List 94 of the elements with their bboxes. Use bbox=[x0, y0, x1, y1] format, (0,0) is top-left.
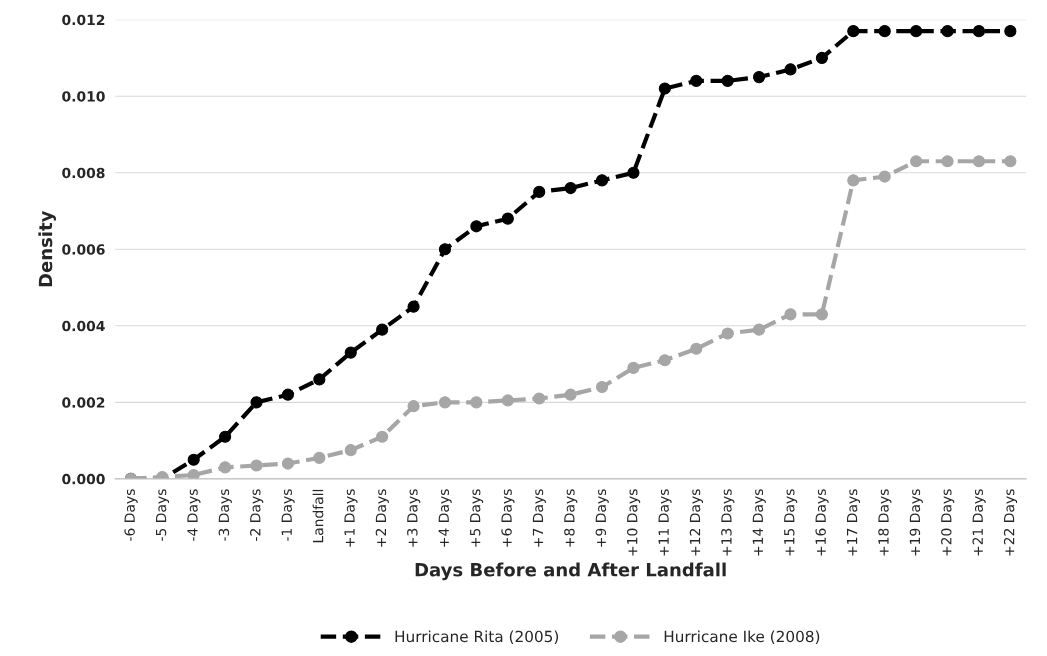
point bbox=[690, 74, 703, 87]
x-tick-label: +2 Days bbox=[375, 489, 389, 547]
x-tick-label: +6 Days bbox=[501, 489, 515, 547]
point bbox=[658, 82, 671, 95]
point bbox=[470, 220, 483, 233]
point bbox=[281, 457, 294, 470]
x-tick-label: +17 Days bbox=[847, 489, 861, 556]
x-tick-label: -1 Days bbox=[281, 489, 295, 541]
x-tick-label: +19 Days bbox=[909, 489, 923, 556]
point bbox=[910, 155, 923, 168]
point bbox=[250, 459, 263, 472]
point bbox=[564, 388, 577, 401]
point bbox=[313, 373, 326, 386]
point bbox=[344, 346, 357, 359]
point bbox=[753, 71, 766, 84]
point bbox=[344, 444, 357, 457]
x-tick-label: -5 Days bbox=[155, 489, 170, 541]
point bbox=[564, 181, 577, 195]
point bbox=[407, 400, 420, 413]
x-tick-label: Landfall bbox=[312, 489, 324, 543]
point bbox=[313, 451, 326, 464]
x-tick-label: +4 Days bbox=[438, 489, 452, 547]
point bbox=[438, 396, 452, 409]
x-tick-label: +11 Days bbox=[658, 489, 672, 556]
y-tick-label: 0.004 bbox=[62, 320, 105, 332]
y-tick-label: 0.000 bbox=[62, 473, 105, 485]
point bbox=[910, 25, 923, 38]
x-tick-label: +16 Days bbox=[815, 489, 829, 556]
point bbox=[407, 300, 420, 313]
point bbox=[847, 174, 860, 187]
point bbox=[658, 354, 671, 367]
point bbox=[784, 308, 797, 321]
point bbox=[690, 342, 703, 355]
x-tick-label: -6 Days bbox=[124, 489, 138, 541]
y-tick-label: 0.012 bbox=[62, 14, 105, 26]
point bbox=[878, 170, 891, 183]
x-tick-label: +3 Days bbox=[407, 489, 421, 547]
x-tick-label: +5 Days bbox=[470, 489, 484, 547]
point bbox=[187, 468, 200, 479]
x-tick-label: +15 Days bbox=[784, 489, 798, 556]
point bbox=[533, 392, 546, 405]
x-tick-label: +7 Days bbox=[532, 489, 546, 547]
point bbox=[501, 394, 514, 407]
point bbox=[250, 396, 263, 409]
point bbox=[815, 308, 828, 321]
point bbox=[1004, 25, 1017, 38]
point bbox=[533, 185, 546, 198]
point bbox=[972, 25, 986, 38]
point bbox=[878, 25, 891, 38]
x-tick-label: +10 Days bbox=[626, 489, 641, 556]
y-tick-label: 0.006 bbox=[62, 244, 105, 255]
x-tick-label: +8 Days bbox=[564, 489, 578, 547]
x-tick-label: +12 Days bbox=[689, 489, 703, 556]
y-tick-label: 0.010 bbox=[62, 91, 105, 102]
x-tick-label: +21 Days bbox=[972, 489, 986, 556]
point bbox=[753, 323, 766, 336]
point bbox=[470, 396, 483, 409]
point bbox=[595, 380, 609, 394]
x-tick-label: +20 Days bbox=[941, 489, 955, 556]
point bbox=[219, 461, 232, 474]
point bbox=[376, 430, 389, 443]
point bbox=[972, 155, 986, 168]
x-tick-label: -3 Days bbox=[218, 489, 232, 541]
point bbox=[281, 388, 294, 401]
point bbox=[941, 155, 954, 168]
point bbox=[627, 361, 640, 374]
y-tick-label: 0.008 bbox=[62, 167, 105, 179]
point bbox=[1004, 155, 1017, 168]
x-tick-label: +14 Days bbox=[752, 489, 766, 556]
x-tick-label: +9 Days bbox=[595, 489, 609, 547]
x-tick-label: -4 Days bbox=[187, 489, 201, 541]
point bbox=[815, 51, 828, 65]
point bbox=[595, 174, 609, 187]
point bbox=[187, 453, 200, 466]
point bbox=[376, 323, 389, 336]
x-tick-label: +1 Days bbox=[344, 489, 358, 547]
point bbox=[219, 430, 232, 443]
legend-label: Hurricane Rita (2005) bbox=[395, 630, 559, 645]
y-axis-title: Density bbox=[38, 210, 56, 287]
point bbox=[784, 63, 797, 76]
point bbox=[847, 25, 860, 38]
point bbox=[627, 166, 640, 179]
x-axis-title: Days Before and After Landfall bbox=[415, 562, 726, 581]
point bbox=[941, 25, 954, 38]
legend-label: Hurricane Ike (2008) bbox=[664, 630, 820, 645]
point bbox=[438, 243, 452, 256]
x-tick-label: +22 Days bbox=[1003, 489, 1018, 556]
x-tick-label: +18 Days bbox=[878, 489, 892, 556]
y-tick-label: 0.002 bbox=[62, 397, 105, 408]
point bbox=[501, 212, 514, 225]
x-tick-label: -2 Days bbox=[250, 489, 264, 541]
point bbox=[721, 74, 734, 87]
point bbox=[721, 327, 734, 340]
x-tick-label: +13 Days bbox=[721, 489, 735, 556]
